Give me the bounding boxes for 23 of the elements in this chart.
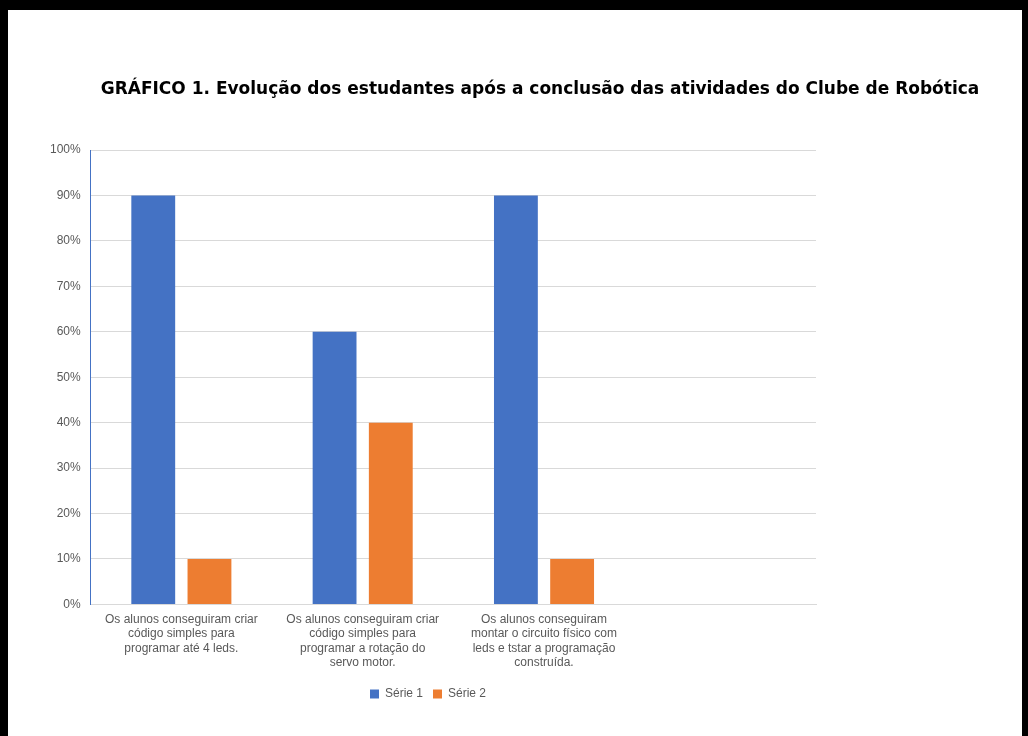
chart-title: GRÁFICO 1. Evolução dos estudantes após a conclusão das atividades do Clube de Robótica bbox=[99, 78, 981, 98]
y-tick-label: 80% bbox=[56, 233, 82, 248]
bar bbox=[493, 195, 538, 604]
y-tick-label: 90% bbox=[56, 187, 82, 202]
x-tick-label: Os alunos conseguiram montar o circuito físico com leds e tstar a programação construída. bbox=[470, 611, 618, 670]
bar bbox=[312, 331, 357, 604]
y-tick-label: 40% bbox=[56, 414, 82, 429]
y-tick-label: 10% bbox=[56, 551, 82, 566]
x-tick-label: Os alunos conseguiram criar código simples para programar a rotação do servo motor. bbox=[286, 611, 440, 670]
y-tick-label: 20% bbox=[56, 505, 82, 520]
y-tick-label: 50% bbox=[56, 369, 82, 384]
y-tick-label: 30% bbox=[56, 460, 82, 475]
bar bbox=[131, 195, 176, 604]
bar bbox=[550, 558, 595, 604]
x-tick-label: Os alunos conseguiram criar código simples para programar até 4 leds. bbox=[104, 611, 258, 655]
bar bbox=[187, 558, 232, 604]
bar bbox=[368, 422, 413, 604]
y-tick-label: 0% bbox=[63, 596, 82, 611]
legend-label: Série 1 bbox=[384, 686, 424, 701]
y-tick-label: 60% bbox=[56, 324, 82, 339]
y-tick-label: 70% bbox=[56, 278, 82, 293]
y-tick-label: 100% bbox=[49, 142, 82, 157]
legend-label: Série 2 bbox=[448, 686, 487, 701]
